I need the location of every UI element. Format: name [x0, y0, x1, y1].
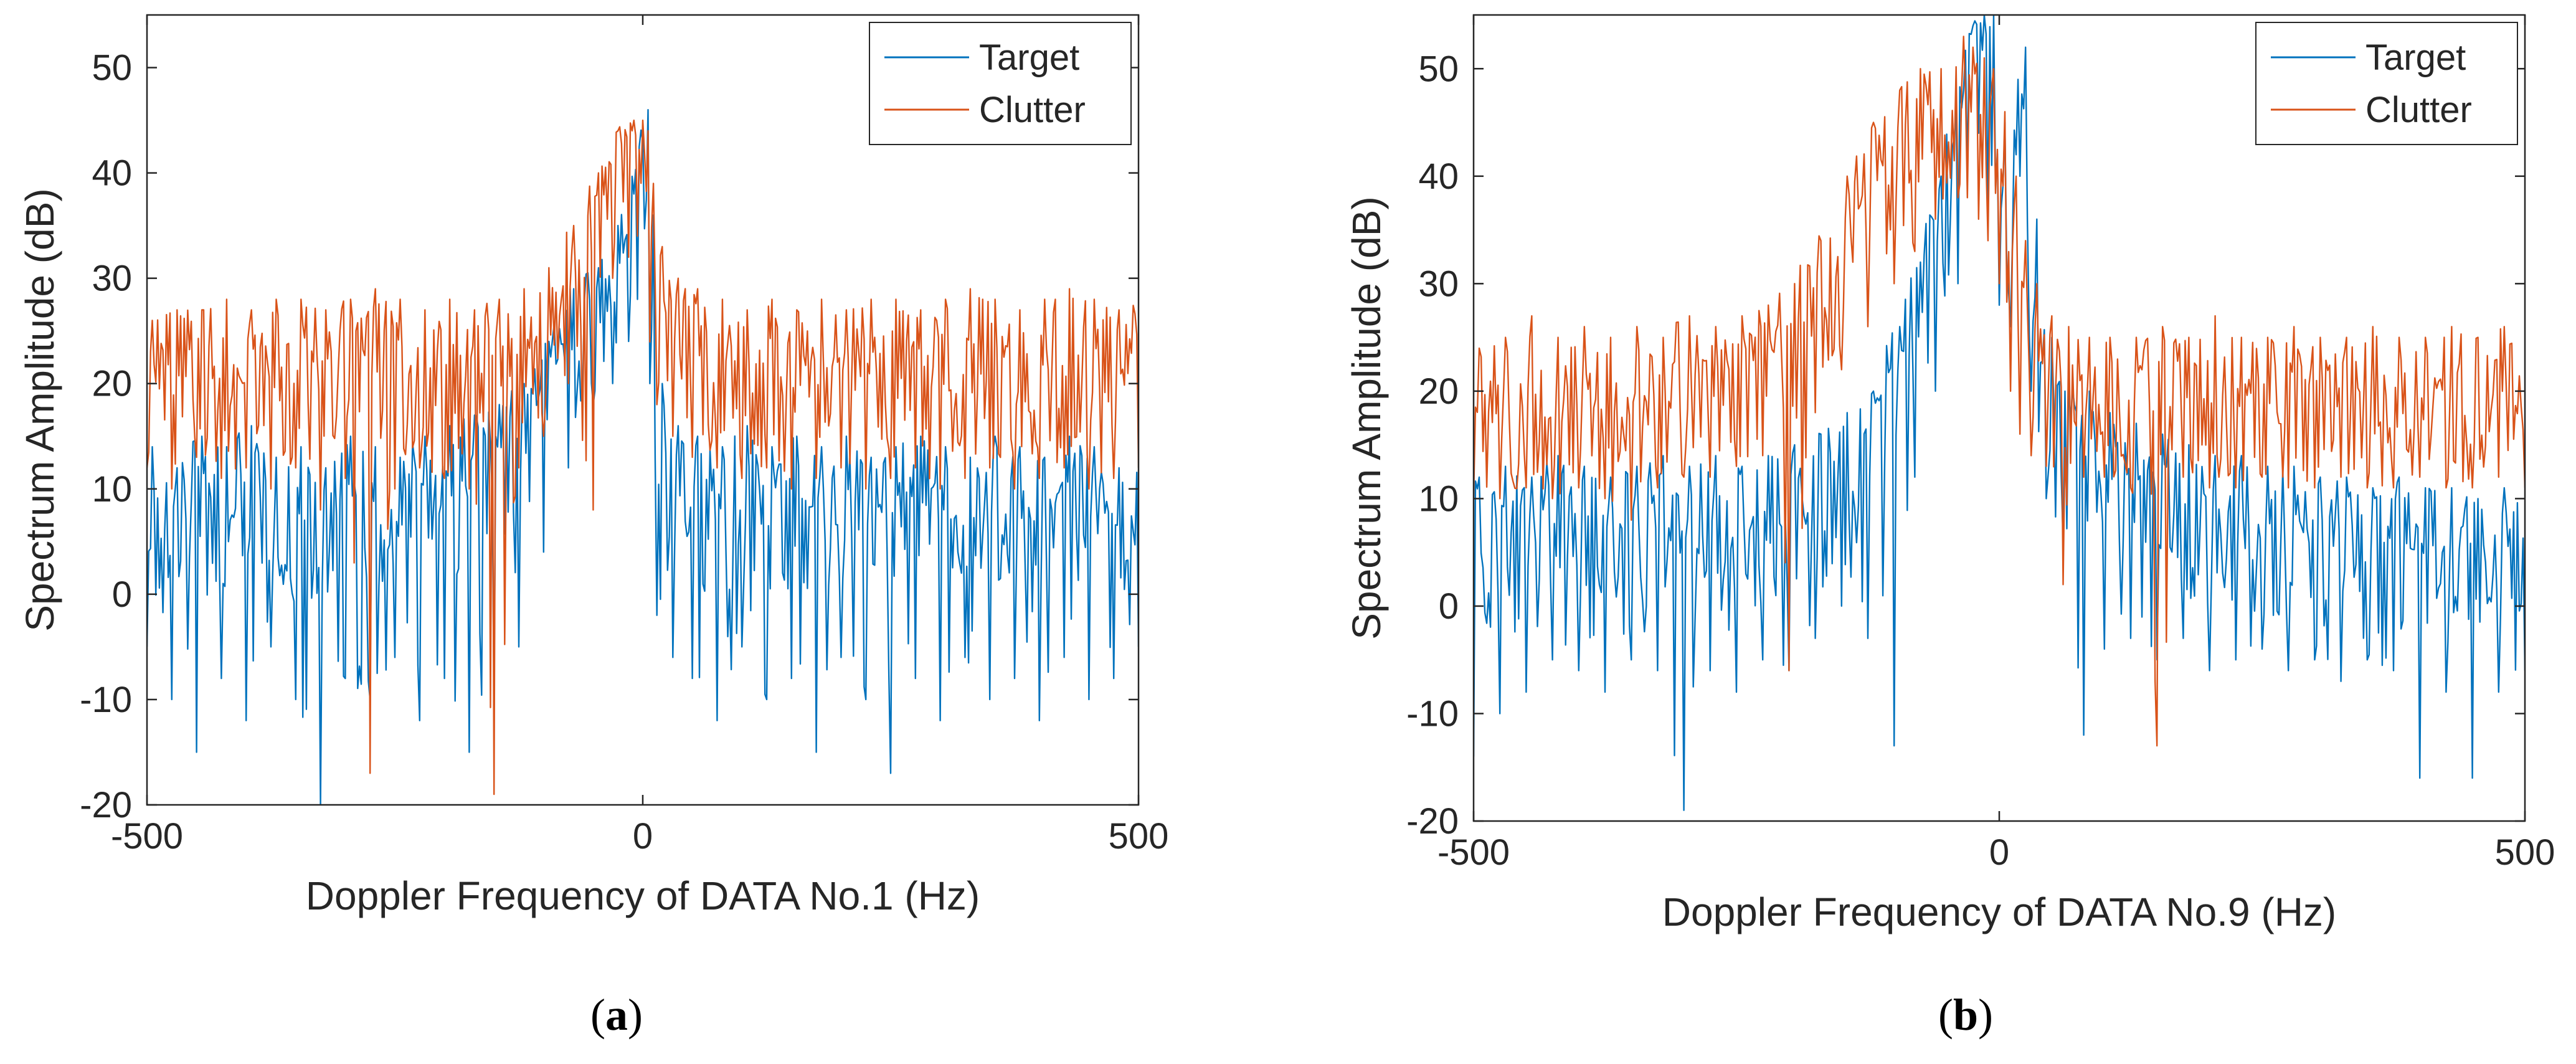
legend-box	[869, 22, 1132, 145]
y-tick-label: 20	[1418, 371, 1459, 412]
y-axis-label: Spectrum Amplitude (dB)	[1344, 196, 1389, 639]
y-tick-label: 10	[92, 469, 132, 510]
legend-box	[2255, 22, 2518, 145]
chart-panel-a: -500 0 500 -20 -10 0 10 20 30 40 50 Doppler Frequen…	[17, 14, 1169, 918]
legend-label-target: Target	[2365, 37, 2466, 78]
y-tick-label: -10	[1406, 693, 1459, 734]
y-tick-label: 0	[112, 574, 132, 615]
series-line-target-b	[1474, 15, 2525, 811]
chart-panel-b: -500 0 500 -20 -10 0 10 20 30 40 50 Doppler Frequen…	[1344, 14, 2555, 934]
y-axis-label: Spectrum Amplitude (dB)	[17, 188, 62, 631]
y-tick-label: -20	[1406, 801, 1459, 842]
y-tick-label: -10	[80, 680, 132, 720]
y-tick-label: 30	[92, 259, 132, 299]
y-tick-label: -20	[80, 785, 132, 825]
y-tick-label: 0	[1439, 586, 1459, 627]
series-line-clutter-b	[1474, 36, 2525, 747]
y-tick-label: 30	[1418, 264, 1459, 304]
legend-label-clutter: Clutter	[979, 90, 1086, 130]
legend-label-clutter: Clutter	[2365, 90, 2472, 130]
x-tick-label: -500	[1437, 832, 1510, 873]
x-tick-label: 0	[1989, 832, 2009, 873]
y-tick-label: 20	[92, 364, 132, 404]
y-tick-label: 50	[1418, 49, 1459, 89]
y-tick-label: 40	[92, 153, 132, 194]
legend-label-target: Target	[979, 37, 1079, 78]
x-tick-label: 500	[1109, 816, 1169, 857]
y-tick-label: 40	[1418, 156, 1459, 197]
y-tick-label: 50	[92, 48, 132, 88]
x-tick-label: 500	[2495, 832, 2555, 873]
series-line-clutter-a	[147, 119, 1139, 796]
y-tick-label: 10	[1418, 478, 1459, 519]
x-tick-label: 0	[633, 816, 653, 857]
panel-label-b: (b)	[1938, 990, 1994, 1040]
x-axis-label: Doppler Frequency of DATA No.1 (Hz)	[306, 873, 980, 918]
x-axis-label: Doppler Frequency of DATA No.9 (Hz)	[1662, 890, 2336, 934]
x-tick-label: -500	[111, 816, 183, 857]
panel-label-a: (a)	[590, 990, 643, 1040]
